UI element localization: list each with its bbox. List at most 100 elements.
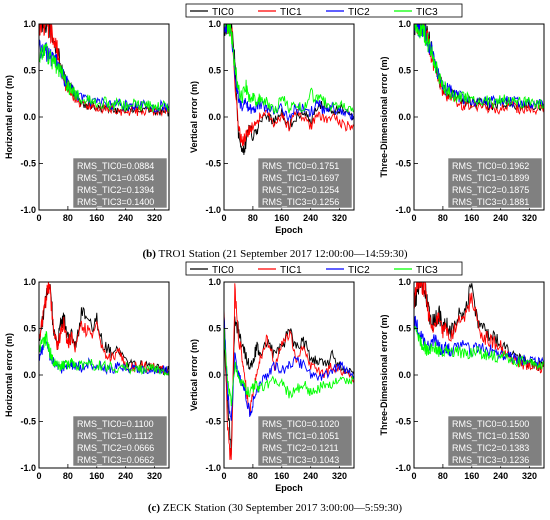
panel-2-rms-box xyxy=(447,157,543,209)
panel-4-rms-2: RMS_TIC2=0.1211 xyxy=(262,443,339,453)
panel-2-xtick-label-0: 0 xyxy=(411,213,416,223)
panel-2-ytick-label-0: -1.0 xyxy=(395,205,411,215)
panel-5-ylabel: Three-Dimensional error (m) xyxy=(379,314,389,435)
panel-4-rms-box xyxy=(257,415,353,467)
panel-0-rms-2: RMS_TIC2=0.1394 xyxy=(77,185,154,195)
panel-4-series-tic1 xyxy=(224,283,354,460)
panel-2-rms-3: RMS_TIC3=0.1881 xyxy=(452,197,529,207)
panel-2-ytick-label-3: 0.5 xyxy=(398,66,411,76)
panel-1-ytick-label-2: 0.0 xyxy=(208,112,221,122)
panel-4-ytick-label-2: 0.0 xyxy=(208,370,221,380)
panel-1-ytick-label-4: 1.0 xyxy=(208,19,221,29)
panel-5-xtick-label-3: 240 xyxy=(493,471,508,481)
panel-0-xtick-label-0: 0 xyxy=(36,213,41,223)
legend-label-tic3-1: TIC3 xyxy=(416,265,438,276)
panel-1-xlabel: Epoch xyxy=(275,225,303,235)
panel-3-ytick-label-3: 0.5 xyxy=(23,324,36,334)
panel-5-xtick-label-4: 320 xyxy=(522,471,537,481)
panel-4-ytick-label-4: 1.0 xyxy=(208,277,221,287)
panel-0-ytick-label-3: 0.5 xyxy=(23,66,36,76)
panel-4-rms-3: RMS_TIC3=0.1043 xyxy=(262,455,339,465)
panel-3-xtick-label-0: 0 xyxy=(36,471,41,481)
panel-4-xtick-label-2: 160 xyxy=(274,471,289,481)
panel-1-xtick-label-3: 240 xyxy=(303,213,318,223)
panel-3-xtick-label-1: 80 xyxy=(63,471,73,481)
legend-label-tic0-0: TIC0 xyxy=(212,7,234,18)
panel-4-series-tic3 xyxy=(224,328,354,407)
panel-1-ytick-label-3: 0.5 xyxy=(208,66,221,76)
panel-2-ylabel: Three-Dimensional error (m) xyxy=(379,56,389,177)
panel-5-ytick-label-3: 0.5 xyxy=(398,324,411,334)
caption-tro1-letter: (b) xyxy=(142,248,156,260)
panel-4-ytick-label-1: -0.5 xyxy=(205,417,221,427)
panel-5-ytick-label-2: 0.0 xyxy=(398,370,411,380)
panel-3-xtick-label-4: 320 xyxy=(147,471,162,481)
panel-5-rms-3: RMS_TIC3=0.1236 xyxy=(452,455,529,465)
panel-3-rms-box xyxy=(72,415,168,467)
panel-2-xtick-label-2: 160 xyxy=(464,213,479,223)
panel-0-ytick-label-1: -0.5 xyxy=(20,159,36,169)
panel-5-ytick-label-4: 1.0 xyxy=(398,277,411,287)
legend-box-1 xyxy=(185,261,463,276)
panel-2-rms-0: RMS_TIC0=0.1962 xyxy=(452,161,529,171)
panel-1-series-tic2 xyxy=(224,24,354,122)
panel-4-rms-0: RMS_TIC0=0.1020 xyxy=(262,419,339,429)
panel-3-ytick-label-1: -0.5 xyxy=(20,417,36,427)
legend-label-tic1-1: TIC1 xyxy=(280,265,302,276)
panel-1-rms-3: RMS_TIC3=0.1256 xyxy=(262,197,339,207)
panel-2-rms-1: RMS_TIC1=0.1899 xyxy=(452,173,529,183)
panel-2-xtick-label-1: 80 xyxy=(438,213,448,223)
legend-label-tic3-0: TIC3 xyxy=(416,7,438,18)
panel-4-ytick-label-3: 0.5 xyxy=(208,324,221,334)
panel-4-rms-1: RMS_TIC1=0.1051 xyxy=(262,431,339,441)
panel-4-xtick-label-0: 0 xyxy=(221,471,226,481)
panel-1-xtick-label-1: 80 xyxy=(248,213,258,223)
panel-1-rms-0: RMS_TIC0=0.1751 xyxy=(262,161,339,171)
panel-5-ytick-label-1: -0.5 xyxy=(395,417,411,427)
panel-3-ytick-label-0: -1.0 xyxy=(20,463,36,473)
panel-0-ytick-label-2: 0.0 xyxy=(23,112,36,122)
legend-label-tic2-1: TIC2 xyxy=(348,265,370,276)
panel-0-rms-0: RMS_TIC0=0.0884 xyxy=(77,161,154,171)
panel-0-ytick-label-0: -1.0 xyxy=(20,205,36,215)
panel-1-xtick-label-2: 160 xyxy=(274,213,289,223)
panel-1-rms-box xyxy=(257,157,353,209)
panel-1-xtick-label-4: 320 xyxy=(332,213,347,223)
panel-0-rms-3: RMS_TIC3=0.1400 xyxy=(77,197,154,207)
legend-label-tic1-0: TIC1 xyxy=(280,7,302,18)
panel-3-ylabel: Horizontal error (m) xyxy=(4,333,14,417)
panel-2-ytick-label-2: 0.0 xyxy=(398,112,411,122)
panel-0-rms-1: RMS_TIC1=0.0854 xyxy=(77,173,154,183)
panel-3-ytick-label-2: 0.0 xyxy=(23,370,36,380)
panel-1-rms-1: RMS_TIC1=0.1697 xyxy=(262,173,339,183)
panel-1-ytick-label-0: -1.0 xyxy=(205,205,221,215)
legend-label-tic2-0: TIC2 xyxy=(348,7,370,18)
panel-3-rms-3: RMS_TIC3=0.0662 xyxy=(77,455,154,465)
panel-2-xtick-label-4: 320 xyxy=(522,213,537,223)
panel-1-ytick-label-1: -0.5 xyxy=(205,159,221,169)
panel-4-xlabel: Epoch xyxy=(275,483,303,493)
panel-0-rms-box xyxy=(72,157,168,209)
panel-2-ytick-label-4: 1.0 xyxy=(398,19,411,29)
panel-5-ytick-label-0: -1.0 xyxy=(395,463,411,473)
panel-3-ytick-label-4: 1.0 xyxy=(23,277,36,287)
panel-0-xtick-label-3: 240 xyxy=(118,213,133,223)
caption-tro1: (b) TRO1 Station (21 September 2017 12:0… xyxy=(0,248,550,260)
caption-zeck-letter: (c) xyxy=(147,502,161,514)
panel-4-xtick-label-1: 80 xyxy=(248,471,258,481)
panel-3-series-tic3 xyxy=(39,330,169,377)
panel-4-xtick-label-4: 320 xyxy=(332,471,347,481)
panel-4-series-tic2 xyxy=(224,316,354,421)
panel-0-series-tic1 xyxy=(39,24,169,117)
panel-3-rms-0: RMS_TIC0=0.1100 xyxy=(77,419,154,429)
panel-5-rms-2: RMS_TIC2=0.1383 xyxy=(452,443,529,453)
panel-5-rms-1: RMS_TIC1=0.1530 xyxy=(452,431,529,441)
panel-4-ytick-label-0: -1.0 xyxy=(205,463,221,473)
panel-5-xtick-label-1: 80 xyxy=(438,471,448,481)
panel-0-xtick-label-2: 160 xyxy=(89,213,104,223)
panel-2-series-tic3 xyxy=(414,24,544,109)
legend-box-0 xyxy=(185,3,463,18)
panel-1-rms-2: RMS_TIC2=0.1254 xyxy=(262,185,339,195)
panel-0-ylabel: Horizontal error (m) xyxy=(4,75,14,159)
